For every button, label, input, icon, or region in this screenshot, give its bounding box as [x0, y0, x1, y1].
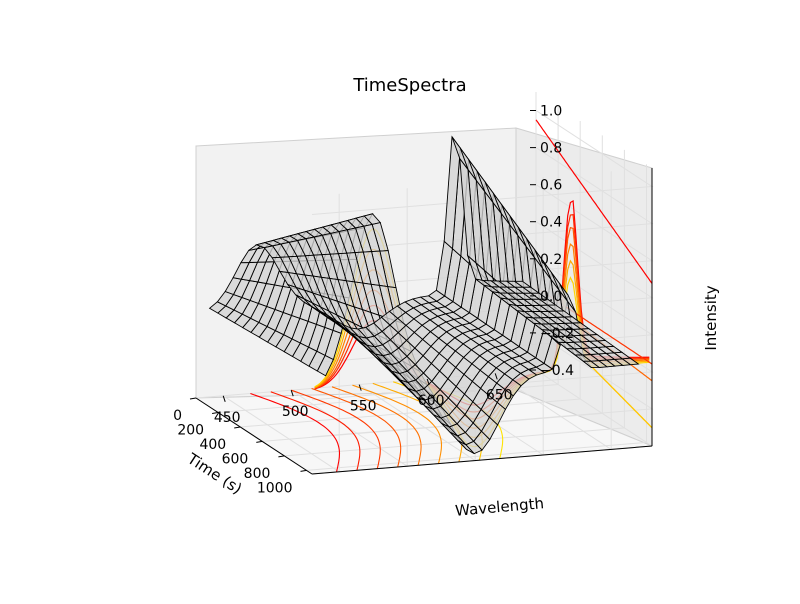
y-tick-label: 0: [173, 408, 182, 424]
side-contour-line: [535, 119, 653, 284]
floor-contour-line: [250, 392, 341, 473]
z-tick-label: −0.2: [540, 326, 574, 342]
floor-contour-line: [352, 384, 443, 464]
y-tick-label: 400: [199, 437, 226, 453]
x-tick-mark: [494, 373, 498, 380]
x-tick-label: 650: [486, 387, 513, 403]
surface-mesh: [208, 135, 640, 455]
intensity-ticks: −0.4 −0.2 0.0 0.2 0.4 0.6 0.8 1.0: [530, 104, 574, 379]
x-tick-label: 500: [282, 404, 309, 420]
x-tick-label: 450: [214, 410, 241, 426]
y-tick-mark: [256, 440, 263, 443]
y-tick-label: 600: [222, 451, 249, 467]
y-tick-mark: [234, 426, 241, 429]
floor-contour-line: [311, 387, 402, 468]
chart-title: TimeSpectra: [352, 75, 466, 96]
z-tick-label: 0.2: [540, 252, 562, 268]
x-axis-label: Wavelength: [454, 494, 544, 520]
x-tick-mark: [290, 390, 294, 397]
x-tick-label: 600: [418, 393, 445, 409]
z-axis-label: Intensity: [702, 285, 720, 350]
y-tick-label: 1000: [257, 480, 293, 496]
time-axis-line: [195, 397, 313, 475]
wavelength-ticks: 450 500 550 600 650: [214, 373, 513, 426]
x-tick-label: 550: [350, 399, 377, 415]
x-tick-mark: [358, 384, 362, 391]
axis-lines: [195, 168, 653, 475]
z-tick-label: 0.6: [540, 178, 562, 194]
y-tick-mark: [189, 397, 197, 400]
x-tick-mark: [426, 378, 430, 386]
z-tick-label: 1.0: [540, 104, 562, 120]
surface-patch: [513, 280, 533, 288]
y-tick-label: 800: [244, 466, 271, 482]
x-tick-mark: [222, 395, 226, 402]
z-tick-label: −0.4: [540, 363, 574, 379]
y-tick-label: 200: [177, 423, 204, 439]
y-tick-mark: [212, 412, 219, 414]
z-tick-label: 0.8: [540, 141, 562, 157]
floor-contour-line: [331, 386, 422, 466]
wavelength-axis-line: [311, 445, 653, 475]
floor-contour-line: [270, 391, 361, 471]
z-tick-label: 0.0: [540, 289, 562, 305]
z-tick-label: 0.4: [540, 215, 562, 231]
floor-contour-line: [291, 389, 381, 469]
y-tick-mark: [300, 469, 307, 472]
y-tick-mark: [278, 455, 285, 458]
